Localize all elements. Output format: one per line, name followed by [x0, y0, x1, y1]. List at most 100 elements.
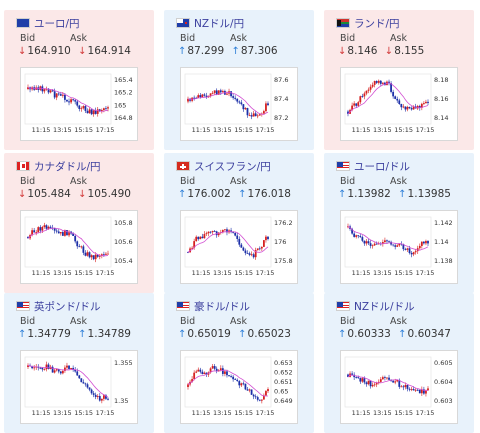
candle-body	[105, 253, 107, 255]
currency-pair-link[interactable]: NZドル/円	[194, 17, 245, 30]
currency-pair-link[interactable]: 豪ドル/ドル	[194, 300, 251, 313]
candle-body	[404, 106, 407, 110]
price-labels: Bid Ask	[340, 316, 440, 327]
candlestick-chart[interactable]: 1.355 1.35 11:15 13:15 15:15 17:15	[20, 350, 138, 424]
candle-body	[384, 240, 386, 243]
y-tick-label: 87.6	[274, 76, 288, 84]
y-tick-label: 87.2	[274, 114, 288, 122]
card-title[interactable]: NZドル/ドル	[336, 298, 415, 314]
candle-body	[388, 81, 390, 84]
candle-body	[199, 369, 202, 372]
candle-body	[197, 369, 200, 372]
candle-body	[388, 241, 390, 243]
candlestick-chart[interactable]: 105.8 105.6 105.4 11:15 13:15 15:15 17:15	[20, 210, 138, 284]
currency-pair-link[interactable]: カナダドル/円	[34, 160, 101, 173]
candle-body	[394, 96, 397, 99]
moving-average-line	[27, 86, 109, 112]
moving-average-line	[27, 365, 109, 398]
x-tick-label: 11:15	[352, 409, 371, 417]
candle-body	[355, 377, 358, 378]
price-labels: Bid Ask	[180, 176, 280, 187]
candle-body	[425, 101, 427, 104]
y-tick-label: 1.35	[114, 397, 128, 405]
rate-card[interactable]: ランド/円 Bid Ask ↓8.146 ↓8.155 8.18 8.16 8.14 1…	[324, 10, 474, 150]
candlestick-chart[interactable]: 8.18 8.16 8.14 11:15 13:15 15:15 17:15	[340, 67, 458, 141]
candle-body	[213, 90, 216, 93]
candle-body	[49, 226, 52, 228]
candle-body	[213, 366, 216, 369]
candlestick-chart[interactable]: 0.653 0.652 0.651 0.65 0.649 11:15 13:15 15:15 1…	[180, 350, 298, 424]
candlestick-chart[interactable]: 0.605 0.604 0.603 11:15 13:15 15:15 17:15	[340, 350, 458, 424]
candle-body	[359, 96, 362, 103]
candle-body	[98, 255, 101, 257]
rate-card[interactable]: ユーロ/円 Bid Ask ↓164.910 ↓164.914 165.4 165.…	[4, 10, 154, 150]
currency-pair-link[interactable]: ユーロ/円	[34, 17, 80, 30]
rate-card[interactable]: NZドル/円 Bid Ask ↑87.299 ↑87.306 87.6 87.4 87…	[164, 10, 314, 150]
rate-card[interactable]: スイスフラン/円 Bid Ask ↑176.002 ↑176.018 176.2 1…	[164, 153, 314, 293]
candle-body	[254, 113, 257, 117]
rate-card[interactable]: NZドル/ドル Bid Ask ↑0.60333 ↑0.60347 0.605 0.…	[324, 293, 474, 433]
card-title[interactable]: ユーロ/ドル	[336, 158, 410, 174]
candle-body	[404, 385, 407, 388]
candle-body	[68, 231, 70, 236]
candle-body	[224, 371, 226, 374]
currency-pair-link[interactable]: ユーロ/ドル	[354, 160, 411, 173]
candle-body	[375, 243, 378, 245]
candle-body	[260, 399, 263, 401]
candle-body	[398, 243, 401, 246]
candle-body	[256, 397, 259, 400]
x-tick-label: 15:15	[394, 126, 413, 134]
currency-pair-link[interactable]: ランド/円	[354, 17, 400, 30]
candle-body	[242, 247, 245, 251]
card-title[interactable]: NZドル/円	[176, 15, 244, 31]
x-tick-label: 15:15	[234, 269, 253, 277]
candle-body	[373, 81, 376, 85]
card-title[interactable]: 豪ドル/ドル	[176, 298, 250, 314]
card-title[interactable]: カナダドル/円	[16, 158, 101, 174]
candle-body	[219, 90, 222, 93]
candle-body	[57, 231, 60, 234]
candle-body	[248, 389, 251, 391]
chart-svg: 0.605 0.604 0.603 11:15 13:15 15:15 17:15	[344, 356, 453, 417]
candle-body	[96, 109, 99, 114]
candle-body	[224, 229, 226, 231]
chart-svg: 165.4 165.2 165 164.8 11:15 13:15 15:15 17:15	[24, 73, 133, 134]
candle-body	[102, 108, 105, 111]
candle-body	[252, 113, 255, 117]
candle-body	[250, 254, 253, 256]
currency-pair-link[interactable]: NZドル/ドル	[354, 300, 415, 313]
candlestick-chart[interactable]: 165.4 165.2 165 164.8 11:15 13:15 15:15 17:15	[20, 67, 138, 141]
candle-body	[353, 233, 356, 237]
candlestick-chart[interactable]: 176.2 176 175.8 11:15 13:15 15:15 17:15	[180, 210, 298, 284]
rate-card[interactable]: 豪ドル/ドル Bid Ask ↑0.65019 ↑0.65023 0.653 0.6…	[164, 293, 314, 433]
candle-body	[207, 231, 210, 234]
candle-body	[414, 251, 417, 253]
price-values: ↓8.146 ↓8.155	[338, 45, 428, 57]
card-title[interactable]: ユーロ/円	[16, 15, 80, 31]
moving-average-line	[347, 374, 429, 392]
candle-body	[416, 389, 419, 391]
ask-arrow-icon: ↑	[398, 329, 407, 340]
rate-card[interactable]: 英ポンド/ドル Bid Ask ↑1.34779 ↑1.34789 1.355 1.…	[4, 293, 154, 433]
candle-body	[422, 389, 425, 394]
candlestick-chart[interactable]: 87.6 87.4 87.2 11:15 13:15 15:15 17:15	[180, 67, 298, 141]
card-title[interactable]: 英ポンド/ドル	[16, 298, 101, 314]
currency-pair-link[interactable]: 英ポンド/ドル	[34, 300, 101, 313]
card-title[interactable]: スイスフラン/円	[176, 158, 271, 174]
ask-label: Ask	[70, 33, 87, 44]
x-tick-label: 15:15	[74, 126, 93, 134]
candle-body	[94, 394, 97, 397]
currency-pair-link[interactable]: スイスフラン/円	[194, 160, 271, 173]
candle-body	[410, 252, 413, 255]
rate-card[interactable]: ユーロ/ドル Bid Ask ↑1.13982 ↑1.13985 1.142 1.1…	[324, 153, 474, 293]
candlestick-chart[interactable]: 1.142 1.14 1.138 11:15 13:15 15:15 17:15	[340, 210, 458, 284]
rate-card[interactable]: カナダドル/円 Bid Ask ↓105.484 ↓105.490 105.8 10…	[4, 153, 154, 293]
price-values: ↑1.34779 ↑1.34789	[18, 328, 135, 340]
card-title[interactable]: ランド/円	[336, 15, 400, 31]
y-tick-label: 87.4	[274, 95, 288, 103]
candle-body	[244, 383, 247, 390]
price-labels: Bid Ask	[340, 33, 440, 44]
candle-body	[267, 389, 269, 392]
y-tick-label: 8.18	[434, 76, 448, 84]
y-tick-label: 176.2	[274, 219, 293, 227]
